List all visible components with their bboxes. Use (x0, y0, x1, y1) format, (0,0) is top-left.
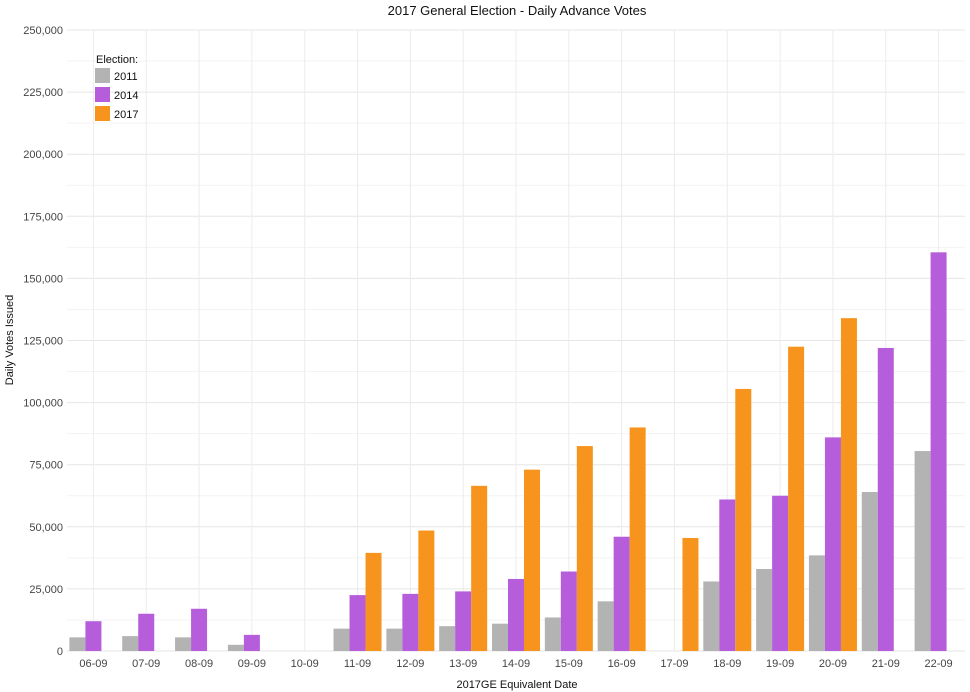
bar-2014-22-09 (930, 252, 947, 651)
y-tick-label: 100,000 (23, 398, 63, 410)
bar-2014-16-09 (613, 536, 630, 651)
bar-2017-12-09 (418, 530, 435, 651)
bar-2011-22-09 (914, 451, 931, 651)
bar-2011-08-09 (175, 637, 192, 651)
x-tick-label: 06-09 (79, 658, 107, 670)
bar-2017-11-09 (365, 552, 382, 651)
x-tick-label: 11-09 (344, 658, 371, 670)
bar-2014-14-09 (508, 578, 524, 651)
x-tick-label: 14-09 (502, 658, 530, 670)
bar-2011-09-09 (227, 644, 244, 651)
x-tick-label: 19-09 (766, 658, 794, 670)
legend-title: Election: (96, 54, 138, 66)
x-tick-label: 10-09 (291, 658, 319, 670)
bars (69, 252, 947, 651)
legend-label-2011: 2011 (114, 71, 138, 83)
y-tick-label: 75,000 (29, 460, 63, 472)
bar-2011-14-09 (492, 623, 508, 651)
x-tick-label: 16-09 (608, 658, 636, 670)
bar-2014-09-09 (243, 634, 260, 651)
bar-2011-13-09 (439, 626, 456, 651)
legend-swatch-2011 (95, 68, 110, 83)
x-tick-label: 17-09 (660, 658, 688, 670)
bar-2014-06-09 (85, 621, 102, 651)
y-tick-label: 175,000 (23, 211, 63, 223)
x-tick-label: 18-09 (713, 658, 741, 670)
y-tick-label: 225,000 (23, 87, 63, 99)
bar-2011-11-09 (333, 628, 350, 651)
bar-2014-13-09 (455, 591, 472, 651)
x-tick-label: 07-09 (132, 658, 160, 670)
bar-2014-19-09 (772, 495, 789, 651)
y-tick-label: 25,000 (29, 584, 63, 596)
bar-2011-16-09 (597, 601, 614, 651)
y-tick-label: 250,000 (23, 25, 63, 37)
y-tick-label: 200,000 (23, 149, 63, 161)
bar-2017-19-09 (788, 346, 805, 651)
x-tick-label: 08-09 (185, 658, 213, 670)
bar-2014-21-09 (877, 347, 894, 651)
bar-2011-20-09 (808, 555, 825, 651)
x-tick-label: 13-09 (449, 658, 477, 670)
bar-2014-15-09 (560, 571, 577, 651)
x-axis-title: 2017GE Equivalent Date (456, 679, 577, 691)
x-tick-label: 20-09 (819, 658, 847, 670)
bar-2017-13-09 (471, 485, 488, 651)
y-axis-title: Daily Votes Issued (4, 295, 16, 386)
legend-label-2017: 2017 (114, 109, 138, 121)
x-tick-label: 12-09 (396, 658, 424, 670)
x-tick-label: 15-09 (555, 658, 583, 670)
x-axis: 06-09 07-09 08-09 09-09 10-09 11-09 12-09 13-09… (79, 658, 952, 670)
bar-2011-18-09 (703, 581, 720, 651)
legend-swatch-2017 (95, 106, 110, 121)
bar-2011-19-09 (756, 569, 773, 651)
chart-title: 2017 General Election - Daily Advance Vo… (388, 3, 647, 18)
legend: Election: 2011 2014 2017 (95, 54, 138, 121)
bar-2014-07-09 (138, 613, 155, 651)
bar-2017-18-09 (735, 388, 752, 651)
y-axis: 0 25,000 50,000 75,000 100,000 125,000 150,000… (23, 25, 63, 658)
bar-2011-12-09 (386, 628, 403, 651)
legend-swatch-2014 (95, 87, 110, 102)
y-tick-label: 150,000 (23, 273, 63, 285)
bar-2014-18-09 (719, 499, 736, 651)
y-tick-label: 0 (57, 646, 63, 658)
bar-2011-21-09 (861, 492, 878, 651)
bar-2017-17-09 (682, 537, 699, 651)
bar-2014-20-09 (824, 437, 841, 651)
bar-2014-08-09 (191, 608, 208, 651)
bar-2017-20-09 (840, 318, 857, 651)
bar-2011-07-09 (122, 636, 139, 651)
y-tick-label: 50,000 (29, 522, 63, 534)
y-tick-label: 125,000 (23, 336, 63, 348)
bar-2017-15-09 (576, 446, 593, 651)
bar-2011-06-09 (69, 637, 86, 651)
bar-2017-14-09 (524, 469, 540, 651)
bar-2014-11-09 (349, 595, 366, 651)
x-tick-label: 09-09 (238, 658, 266, 670)
bar-2017-16-09 (629, 427, 646, 651)
x-tick-label: 21-09 (872, 658, 900, 670)
bar-2011-15-09 (544, 617, 561, 651)
x-tick-label: 22-09 (925, 658, 953, 670)
bar-2014-12-09 (402, 593, 419, 651)
legend-label-2014: 2014 (114, 90, 138, 102)
